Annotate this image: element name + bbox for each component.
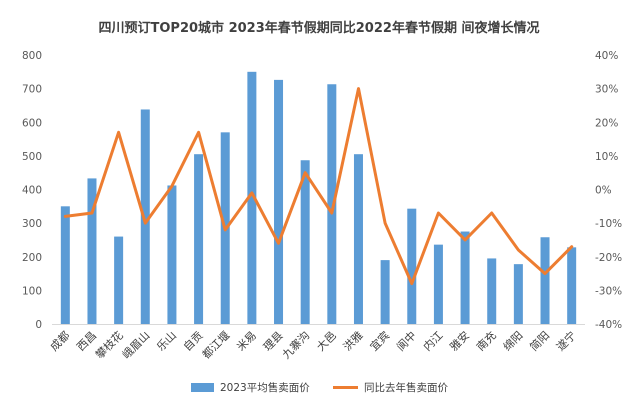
category-label: 都江堰 xyxy=(200,329,233,362)
right-tick-label: 40% xyxy=(595,50,618,62)
right-tick-label: 30% xyxy=(595,84,618,96)
bar xyxy=(487,258,497,324)
legend-label-bars: 2023平均售卖面价 xyxy=(220,381,310,394)
left-tick-label: 0 xyxy=(35,319,42,331)
right-tick-label: -30% xyxy=(595,285,622,297)
bar xyxy=(60,206,70,324)
bar xyxy=(167,185,177,324)
left-tick-label: 400 xyxy=(22,185,42,197)
category-label: 宜宾 xyxy=(367,328,392,353)
left-tick-label: 300 xyxy=(22,218,42,230)
bar xyxy=(114,236,124,324)
category-label: 米易 xyxy=(234,329,259,354)
bar xyxy=(460,231,470,324)
bar xyxy=(194,154,204,324)
legend: 2023平均售卖面价 同比去年售卖面价 xyxy=(191,381,448,394)
bar xyxy=(433,244,443,324)
bar xyxy=(300,160,310,324)
right-tick-label: 20% xyxy=(595,117,618,129)
left-tick-label: 600 xyxy=(22,117,42,129)
left-axis: 0 100 200 300 400 500 600 700 800 xyxy=(22,50,42,331)
series-line xyxy=(63,87,574,286)
line-series xyxy=(63,87,574,286)
left-tick-label: 700 xyxy=(22,84,42,96)
left-tick-label: 200 xyxy=(22,252,42,264)
bar xyxy=(247,71,257,324)
category-label: 成都 xyxy=(48,329,73,354)
category-label: 南充 xyxy=(473,328,498,353)
left-tick-label: 500 xyxy=(22,151,42,163)
category-label: 内江 xyxy=(420,328,445,353)
left-tick-label: 800 xyxy=(22,50,42,62)
legend-swatch-bars xyxy=(191,383,214,392)
bar xyxy=(380,260,390,324)
left-tick-label: 100 xyxy=(22,285,42,297)
chart-title: 四川预订TOP20城市 2023年春节假期同比2022年春节假期 间夜增长情况 xyxy=(99,20,540,36)
category-label: 乐山 xyxy=(154,329,179,354)
category-label: 攀枝花 xyxy=(93,328,126,361)
right-axis: -40% -30% -20% -10% 0% 10% 20% 30% 40% xyxy=(595,50,622,331)
legend-label-line: 同比去年售卖面价 xyxy=(364,381,448,394)
bar-series xyxy=(52,71,585,325)
bar xyxy=(87,178,97,324)
bar xyxy=(140,109,150,324)
bar xyxy=(274,79,284,324)
category-label: 绵阳 xyxy=(500,328,525,353)
category-label: 九寨沟 xyxy=(279,328,312,361)
right-tick-label: -20% xyxy=(595,252,622,264)
bar xyxy=(327,84,337,324)
category-label: 雅安 xyxy=(447,328,472,353)
category-label: 遂宁 xyxy=(553,328,578,353)
bar xyxy=(407,208,417,324)
right-tick-label: 10% xyxy=(595,151,618,163)
category-label: 峨眉山 xyxy=(120,329,153,362)
right-tick-label: -10% xyxy=(595,218,622,230)
category-label: 洪雅 xyxy=(340,328,365,353)
right-tick-label: 0% xyxy=(595,185,612,197)
bar xyxy=(353,154,363,324)
right-tick-label: -40% xyxy=(595,319,622,331)
category-label: 大邑 xyxy=(313,328,338,353)
category-label: 简阳 xyxy=(527,328,552,353)
bar xyxy=(567,247,577,324)
bar xyxy=(540,237,550,324)
bar xyxy=(513,264,523,324)
category-label: 阆中 xyxy=(393,328,418,353)
